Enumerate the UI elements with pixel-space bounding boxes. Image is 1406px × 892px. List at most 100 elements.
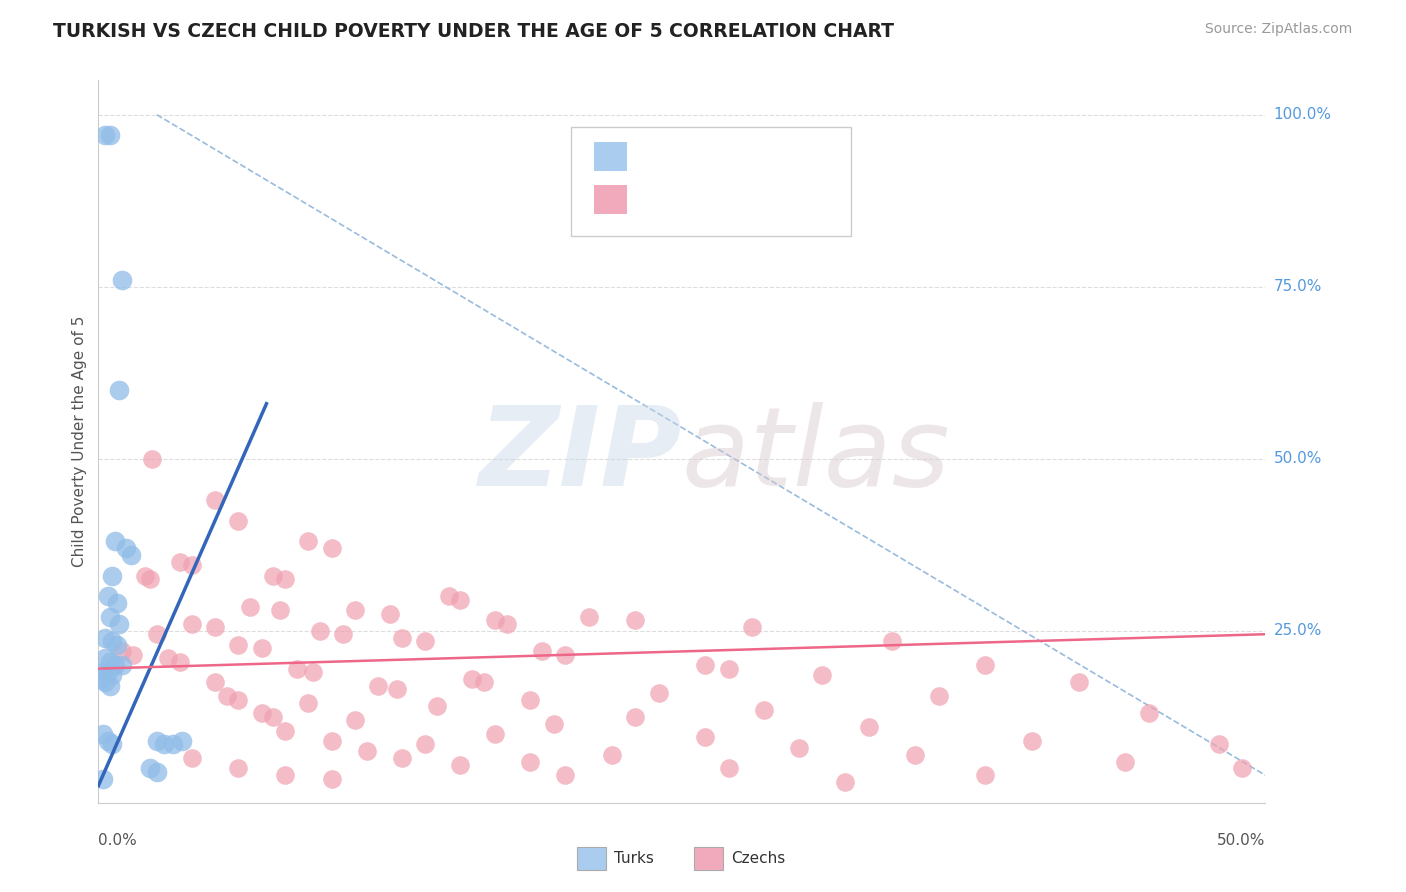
Point — [98, 610, 121, 624]
Point — [1114, 755, 1136, 769]
Point — [101, 737, 124, 751]
Point — [297, 534, 319, 549]
Point — [134, 568, 156, 582]
Point — [94, 128, 117, 143]
Point — [752, 703, 775, 717]
Point — [146, 734, 169, 748]
Text: 50.0%: 50.0% — [1274, 451, 1322, 467]
Bar — [595, 185, 627, 214]
Point — [228, 761, 250, 775]
Point — [169, 655, 191, 669]
Point — [108, 616, 131, 631]
Point — [321, 772, 343, 786]
Point — [1067, 675, 1090, 690]
Text: R = 0.426   N = 35: R = 0.426 N = 35 — [637, 148, 808, 166]
Text: 25.0%: 25.0% — [1274, 624, 1322, 639]
Point — [695, 731, 717, 745]
Point — [367, 679, 389, 693]
Point — [269, 603, 291, 617]
Point — [543, 716, 565, 731]
Point — [98, 679, 121, 693]
Point — [787, 740, 810, 755]
Text: R = 0.056   N = 85: R = 0.056 N = 85 — [637, 191, 808, 210]
Point — [717, 662, 740, 676]
Point — [215, 689, 238, 703]
Point — [391, 751, 413, 765]
Point — [717, 761, 740, 775]
Point — [91, 665, 114, 679]
Point — [274, 768, 297, 782]
Point — [228, 638, 250, 652]
Point — [101, 668, 124, 682]
Point — [91, 772, 114, 786]
Point — [461, 672, 484, 686]
Point — [120, 548, 142, 562]
Point — [105, 596, 128, 610]
Point — [262, 568, 284, 582]
Point — [97, 665, 120, 679]
Text: Source: ZipAtlas.com: Source: ZipAtlas.com — [1205, 22, 1353, 37]
Point — [162, 737, 184, 751]
Point — [449, 592, 471, 607]
Point — [97, 590, 120, 604]
Point — [302, 665, 325, 679]
Point — [146, 627, 169, 641]
Point — [380, 607, 402, 621]
Point — [94, 675, 117, 690]
Point — [97, 734, 120, 748]
Point — [98, 655, 121, 669]
Point — [274, 723, 297, 738]
Point — [1137, 706, 1160, 721]
Point — [519, 755, 541, 769]
Point — [228, 514, 250, 528]
Point — [437, 590, 460, 604]
Point — [90, 672, 112, 686]
Point — [94, 651, 117, 665]
Point — [152, 737, 174, 751]
FancyBboxPatch shape — [571, 128, 851, 235]
Point — [974, 658, 997, 673]
Point — [105, 638, 128, 652]
Point — [321, 734, 343, 748]
Point — [344, 713, 367, 727]
Point — [554, 768, 576, 782]
Point — [391, 631, 413, 645]
Point — [94, 631, 117, 645]
Point — [449, 758, 471, 772]
Point — [239, 599, 262, 614]
Point — [413, 634, 436, 648]
Point — [204, 493, 226, 508]
Point — [344, 603, 367, 617]
Point — [139, 572, 162, 586]
Point — [180, 751, 202, 765]
Point — [600, 747, 623, 762]
Point — [250, 640, 273, 655]
Text: 75.0%: 75.0% — [1274, 279, 1322, 294]
Point — [204, 620, 226, 634]
Point — [101, 568, 124, 582]
Point — [472, 675, 495, 690]
Text: atlas: atlas — [682, 402, 950, 509]
Point — [1021, 734, 1043, 748]
Point — [974, 768, 997, 782]
Point — [262, 710, 284, 724]
Text: ZIP: ZIP — [478, 402, 682, 509]
Point — [250, 706, 273, 721]
Y-axis label: Child Poverty Under the Age of 5: Child Poverty Under the Age of 5 — [72, 316, 87, 567]
Point — [484, 727, 506, 741]
Point — [141, 451, 163, 466]
Point — [624, 710, 647, 724]
Point — [496, 616, 519, 631]
Point — [108, 383, 131, 397]
Point — [204, 675, 226, 690]
Point — [104, 658, 127, 673]
Text: 100.0%: 100.0% — [1274, 107, 1331, 122]
Point — [139, 761, 162, 775]
Point — [624, 614, 647, 628]
Point — [111, 644, 134, 658]
Point — [647, 686, 669, 700]
Bar — [595, 142, 627, 170]
Point — [157, 651, 180, 665]
Point — [321, 541, 343, 556]
Point — [169, 555, 191, 569]
